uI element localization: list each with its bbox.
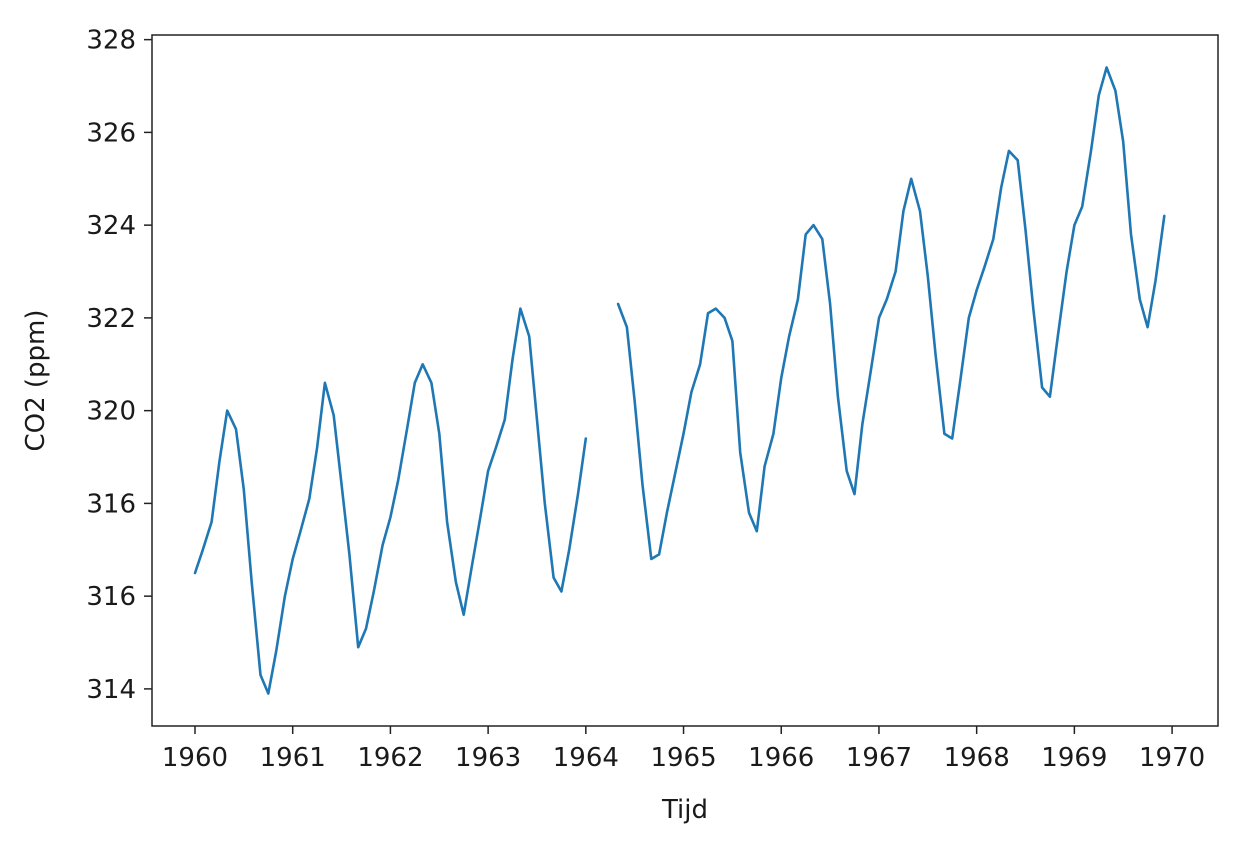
y-tick-label: 316 <box>86 489 136 519</box>
x-tick-label: 1961 <box>260 743 326 773</box>
x-tick-label: 1968 <box>944 743 1010 773</box>
y-tick-label: 320 <box>86 397 136 427</box>
co2-series-line <box>616 66 1166 561</box>
y-tick-label: 314 <box>86 675 136 705</box>
x-tick-label: 1969 <box>1041 743 1107 773</box>
x-tick-label: 1960 <box>162 743 228 773</box>
y-axis: 314 316 316 320 322 324 326 328 <box>86 26 152 705</box>
co2-series-line <box>193 307 588 695</box>
x-tick-label: 1967 <box>846 743 912 773</box>
x-tick-label: 1963 <box>455 743 521 773</box>
x-tick-label: 1970 <box>1139 743 1205 773</box>
x-tick-label: 1966 <box>748 743 814 773</box>
plot-frame <box>151 34 1219 727</box>
y-tick-label: 328 <box>86 26 136 56</box>
y-axis-label: CO2 (ppm) <box>21 309 51 451</box>
x-tick-label: 1964 <box>553 743 619 773</box>
x-tick-label: 1965 <box>650 743 716 773</box>
x-axis-label: Tijd <box>661 795 708 825</box>
y-tick-label: 326 <box>86 118 136 148</box>
y-tick-label: 324 <box>86 211 136 241</box>
series-layer <box>193 66 1166 695</box>
y-tick-label: 322 <box>86 304 136 334</box>
x-tick-label: 1962 <box>357 743 423 773</box>
x-axis: 1960 1961 1962 1963 1964 1965 1966 1967 1968 1969… <box>162 726 1205 773</box>
y-tick-label: 316 <box>86 582 136 612</box>
